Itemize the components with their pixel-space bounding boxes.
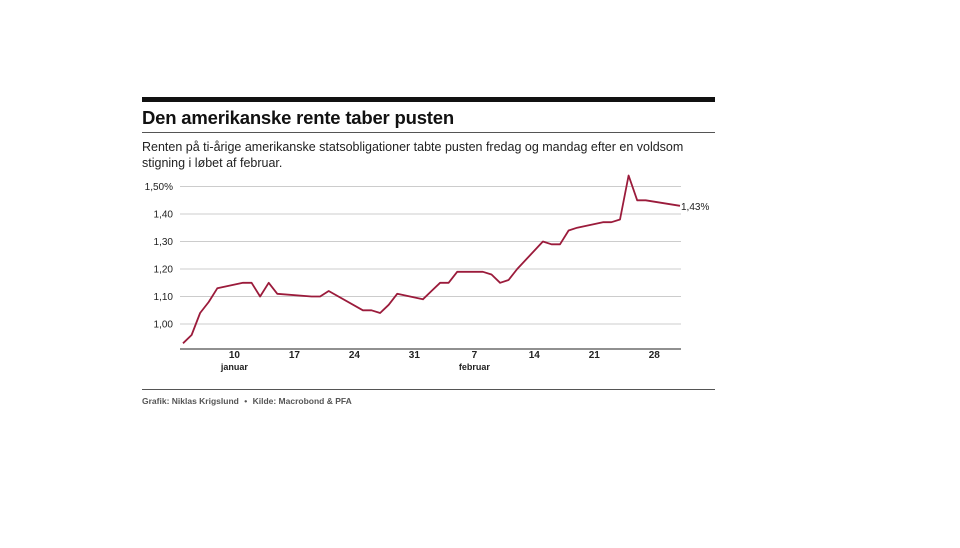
y-tick-label: 1,00: [154, 320, 174, 331]
footer-divider: [142, 389, 715, 390]
chart-title: Den amerikanske rente taber pusten: [142, 107, 454, 128]
y-tick-label: 1,40: [154, 210, 174, 221]
series-layer: [182, 174, 681, 344]
y-tick-label: 1,20: [154, 265, 174, 276]
x-tick-label: 17: [289, 350, 301, 361]
chart-header: Den amerikanske rente taber pusten Rente…: [142, 97, 715, 171]
x-tick-label: 14: [529, 350, 541, 361]
credit-text: Grafik: Niklas Krigslund: [142, 396, 239, 406]
x-tick-label: 7: [472, 350, 478, 361]
series-line: [182, 174, 681, 344]
chart-subtitle: Renten på ti-årige amerikanske statsobli…: [142, 140, 684, 170]
title-divider: [142, 132, 715, 133]
source-text: Kilde: Macrobond & PFA: [252, 396, 352, 406]
chart-footer: Grafik: Niklas Krigslund • Kilde: Macrob…: [142, 396, 352, 406]
y-tick-label: 1,30: [154, 237, 174, 248]
top-rule: [142, 97, 715, 102]
x-tick-label: 10: [229, 350, 241, 361]
y-axis-ticks: 1,00 1,10 1,20 1,30 1,40 1,50%: [145, 182, 174, 331]
x-tick-label: 31: [409, 350, 421, 361]
footer-separator: •: [244, 396, 248, 406]
x-month-label: januar: [220, 362, 249, 372]
gridlines: [180, 186, 681, 325]
x-tick-label: 28: [649, 350, 661, 361]
end-value-label: 1,43%: [681, 202, 709, 213]
y-tick-label: 1,50%: [145, 182, 173, 193]
x-tick-label: 24: [349, 350, 361, 361]
x-tick-label: 21: [589, 350, 601, 361]
y-tick-label: 1,10: [154, 292, 174, 303]
x-month-label: februar: [459, 362, 491, 372]
